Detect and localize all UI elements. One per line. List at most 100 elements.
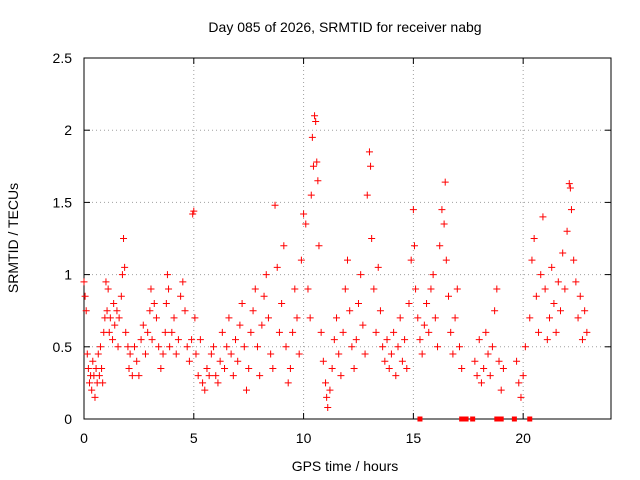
data-point: [188, 336, 196, 344]
data-point: [390, 328, 398, 336]
data-point: [304, 285, 312, 293]
data-point: [374, 263, 382, 271]
data-point: [418, 350, 426, 358]
data-point: [495, 357, 503, 365]
data-point: [98, 364, 106, 372]
data-point: [260, 292, 268, 300]
data-point: [394, 343, 402, 351]
data-point: [385, 364, 393, 372]
data-point: [367, 162, 375, 170]
data-point: [473, 372, 481, 380]
data-point: [161, 328, 169, 336]
data-point: [234, 357, 242, 365]
data-point: [403, 364, 411, 372]
data-point: [212, 372, 220, 380]
data-point: [205, 372, 213, 380]
data-point: [445, 292, 453, 300]
data-point: [346, 307, 354, 315]
data-point: [96, 343, 104, 351]
data-point: [170, 314, 178, 322]
data-point: [458, 364, 466, 372]
data-point: [322, 379, 330, 387]
data-point: [166, 343, 174, 351]
data-point: [185, 357, 193, 365]
data-point: [131, 343, 139, 351]
data-point: [85, 379, 93, 387]
data-point: [497, 386, 505, 394]
data-point: [372, 328, 380, 336]
data-point: [405, 299, 413, 307]
data-point: [189, 210, 197, 218]
data-point: [480, 364, 488, 372]
data-point: [128, 372, 136, 380]
zero-mark: [417, 416, 423, 422]
x-ticks: 0 5 10 15 20: [80, 58, 531, 446]
data-point: [381, 357, 389, 365]
data-point: [113, 307, 121, 315]
data-point: [552, 328, 560, 336]
data-point: [420, 321, 428, 329]
data-point: [238, 299, 246, 307]
data-point: [567, 206, 575, 214]
data-point: [179, 278, 187, 286]
data-point: [416, 336, 424, 344]
data-point: [379, 343, 387, 351]
grid: [84, 58, 611, 419]
data-point: [475, 336, 483, 344]
data-point: [441, 178, 449, 186]
data-point: [570, 256, 578, 264]
zero-mark: [511, 416, 517, 422]
data-point: [451, 314, 459, 322]
data-point: [168, 328, 176, 336]
data-point: [532, 292, 540, 300]
data-point: [191, 314, 199, 322]
x-axis-label: GPS time / hours: [292, 458, 399, 474]
x-tick-label: 15: [406, 430, 422, 446]
data-point: [144, 328, 152, 336]
data-point: [133, 357, 141, 365]
data-point: [543, 336, 551, 344]
plot-frame: [83, 57, 612, 420]
data-point: [99, 379, 107, 387]
data-point: [126, 350, 134, 358]
data-point: [306, 314, 314, 322]
data-point: [147, 285, 155, 293]
data-point: [146, 307, 154, 315]
data-point: [199, 379, 207, 387]
data-point: [210, 343, 218, 351]
data-point: [104, 285, 112, 293]
zero-mark: [470, 416, 476, 422]
data-point: [106, 314, 114, 322]
y-tick-label: 0.5: [53, 339, 73, 355]
data-point: [482, 328, 490, 336]
data-point: [565, 180, 573, 188]
data-point: [94, 350, 102, 358]
data-point: [326, 386, 334, 394]
data-point: [203, 364, 211, 372]
data-point: [376, 307, 384, 315]
data-point: [339, 328, 347, 336]
data-point: [308, 133, 316, 141]
data-point: [423, 299, 431, 307]
data-point: [412, 285, 420, 293]
data-point: [124, 343, 132, 351]
data-point: [229, 372, 237, 380]
y-tick-label: 1: [64, 267, 72, 283]
data-point: [218, 328, 226, 336]
data-point: [240, 343, 248, 351]
data-point: [300, 210, 308, 218]
data-point: [284, 379, 292, 387]
data-point: [537, 271, 545, 279]
data-point: [477, 379, 485, 387]
data-point: [148, 336, 156, 344]
data-point: [583, 328, 591, 336]
data-point: [256, 372, 264, 380]
y-tick-label: 2: [64, 122, 72, 138]
data-point: [269, 364, 277, 372]
data-point: [410, 242, 418, 250]
data-point: [335, 350, 343, 358]
data-point: [165, 285, 173, 293]
data-point: [574, 314, 582, 322]
data-point: [155, 343, 163, 351]
zero-mark: [527, 416, 533, 422]
